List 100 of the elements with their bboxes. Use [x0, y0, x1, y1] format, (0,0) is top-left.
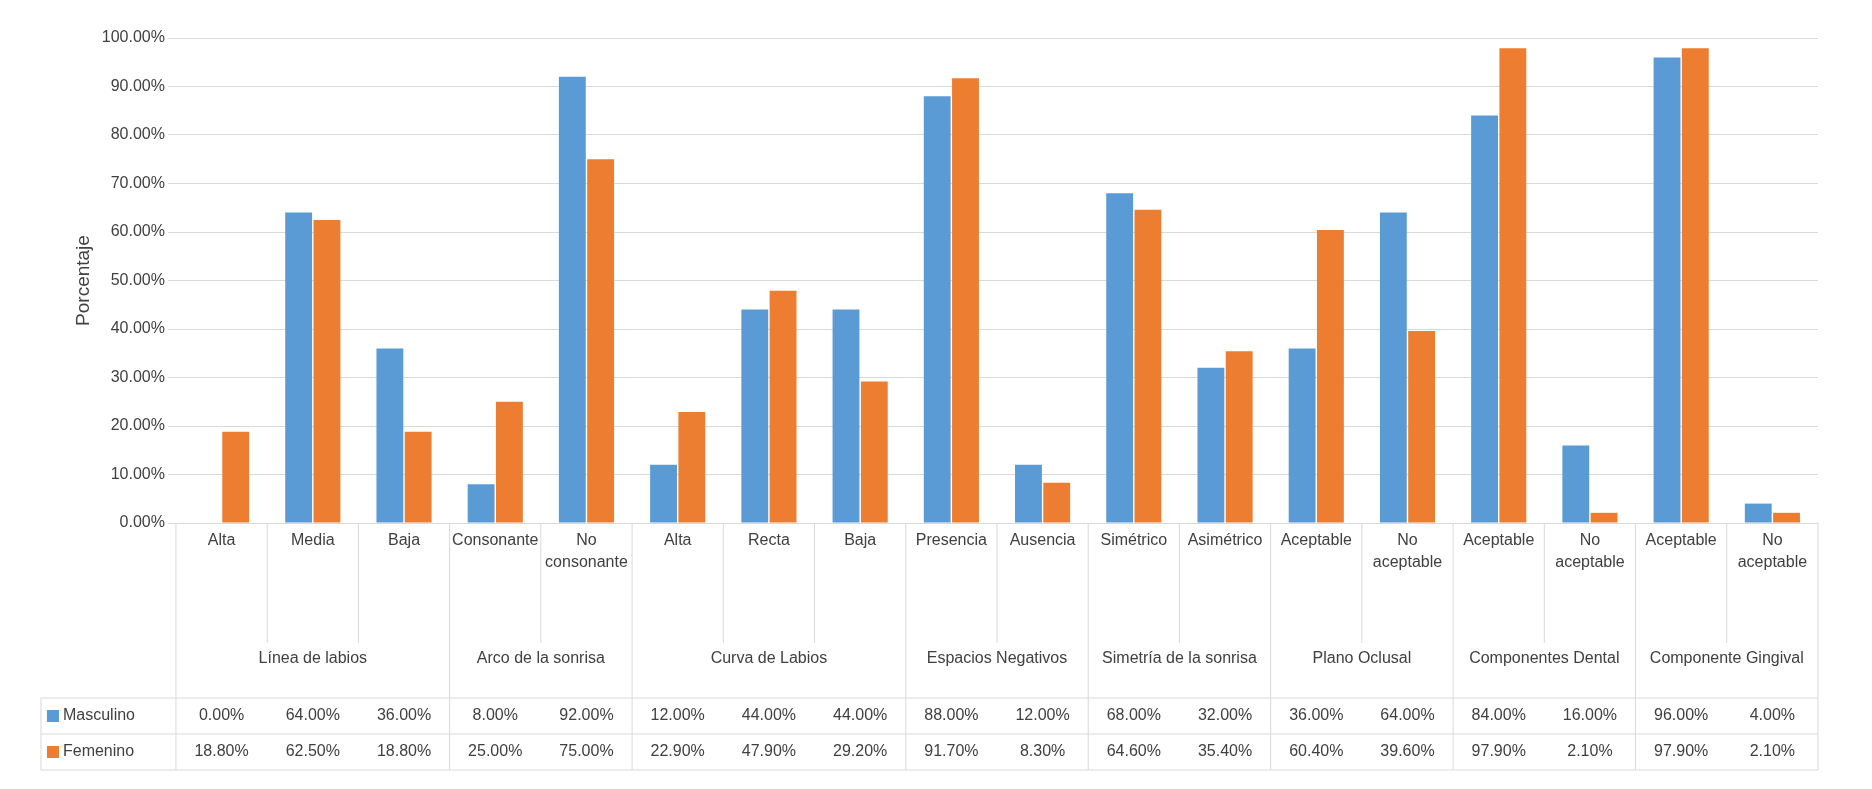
x-tick-label: Ausencia: [1009, 531, 1076, 549]
y-tick-label: 90.00%: [110, 76, 165, 94]
y-tick-label: 100.00%: [101, 28, 165, 46]
data-label: 36.00%: [1289, 706, 1344, 724]
bar: [1408, 330, 1436, 523]
x-tick-label: Asimétrico: [1187, 531, 1263, 549]
bar: [860, 381, 888, 523]
y-tick-label: 40.00%: [110, 319, 165, 337]
bar: [495, 401, 523, 523]
text: Simetría de la sonrisa: [1102, 649, 1257, 667]
data-label: 2.10%: [1749, 742, 1796, 760]
text: Componentes Dental: [1469, 649, 1620, 667]
data-label: 68.00%: [1106, 706, 1161, 724]
bar: [1316, 230, 1344, 523]
bar: [1499, 48, 1527, 523]
bar: [1225, 351, 1253, 523]
bar: [404, 431, 432, 523]
data-label: 29.20%: [833, 742, 888, 760]
y-tick-label: 0.00%: [119, 513, 165, 531]
bar: [678, 411, 706, 523]
y-tick-label: 20.00%: [110, 416, 165, 434]
text: Curva de Labios: [710, 649, 828, 667]
data-label: 16.00%: [1562, 706, 1618, 724]
x-tick-label: No aceptable: [1555, 531, 1625, 571]
x-tick-label: Simétrico: [1100, 531, 1168, 549]
data-label: 8.00%: [472, 706, 518, 724]
bar: [741, 309, 769, 523]
data-label: 22.90%: [650, 742, 705, 760]
text: Línea de labios: [258, 649, 368, 667]
x-tick-label: No consonante: [545, 531, 628, 571]
x-tick-label: Presencia: [915, 531, 988, 549]
data-label: 25.00%: [468, 742, 523, 760]
x-tick-label: Aceptable: [1463, 531, 1535, 549]
x-tick-label: Alta: [207, 531, 236, 549]
data-label: 44.00%: [741, 706, 797, 724]
data-label: 84.00%: [1471, 706, 1526, 724]
data-label: 92.00%: [559, 706, 614, 724]
bar: [1106, 193, 1134, 523]
bar: [285, 212, 313, 523]
bar: [587, 159, 615, 523]
data-label: 64.60%: [1106, 742, 1161, 760]
text: Componente Gingival: [1649, 649, 1804, 667]
data-label: 8.30%: [1019, 742, 1066, 760]
text: Espacios Negativos: [926, 649, 1068, 667]
data-label: 91.70%: [924, 742, 979, 760]
x-tick-label: Aceptable: [1645, 531, 1717, 549]
y-tick-label: 10.00%: [110, 464, 165, 482]
y-tick-label: 60.00%: [110, 222, 165, 240]
bar: [1653, 57, 1681, 523]
data-label: 62.50%: [285, 742, 340, 760]
y-tick-label: 70.00%: [110, 173, 165, 191]
y-tick-label: 50.00%: [110, 270, 165, 288]
x-tick-label: Baja: [388, 531, 421, 549]
data-label: 44.00%: [833, 706, 888, 724]
data-label: 97.90%: [1471, 742, 1526, 760]
bar: [1590, 512, 1618, 523]
data-label: 60.40%: [1289, 742, 1344, 760]
x-tick-label: Media: [291, 531, 335, 549]
bar: [1288, 348, 1316, 523]
data-label: 18.80%: [194, 742, 249, 760]
data-label: 2.10%: [1567, 742, 1613, 760]
x-tick-label: No aceptable: [1737, 531, 1808, 571]
bar: [1197, 367, 1225, 523]
bar: [313, 219, 341, 523]
y-tick-label: 30.00%: [110, 367, 165, 385]
text: Plano Oclusal: [1312, 649, 1412, 667]
x-tick-label: Consonante: [452, 531, 539, 549]
data-label: 88.00%: [924, 706, 979, 724]
data-label: 35.40%: [1197, 742, 1253, 760]
data-label: 64.00%: [285, 706, 340, 724]
data-label: 97.90%: [1654, 742, 1709, 760]
y-axis-title: Porcentaje: [71, 235, 93, 326]
bar: [1773, 512, 1800, 523]
data-label: 0.00%: [198, 706, 245, 724]
data-label: 12.00%: [650, 706, 705, 724]
bar: [376, 348, 404, 523]
data-label: 75.00%: [559, 742, 614, 760]
data-label: 96.00%: [1654, 706, 1709, 724]
bar: [923, 96, 951, 523]
x-tick-label: No aceptable: [1372, 531, 1443, 571]
bar: [1043, 482, 1071, 523]
bar: [952, 78, 979, 523]
text: Arco de la sonrisa: [476, 649, 605, 667]
x-tick-label: Recta: [748, 531, 790, 549]
bar: [1379, 212, 1407, 523]
bar: [1562, 445, 1590, 523]
x-tick-label: Baja: [844, 531, 877, 549]
data-label: 36.00%: [376, 706, 432, 724]
data-label: 39.60%: [1380, 742, 1435, 760]
bar: [222, 431, 250, 523]
data-label: 18.80%: [376, 742, 432, 760]
data-label: 4.00%: [1749, 706, 1796, 724]
data-label: 32.00%: [1197, 706, 1253, 724]
bar: [1134, 209, 1162, 523]
bar: [1015, 464, 1042, 523]
bar: [1471, 115, 1499, 523]
bar: [467, 484, 495, 523]
bar: [558, 76, 586, 523]
bar: [832, 309, 860, 523]
x-tick-label: Aceptable: [1280, 531, 1352, 549]
